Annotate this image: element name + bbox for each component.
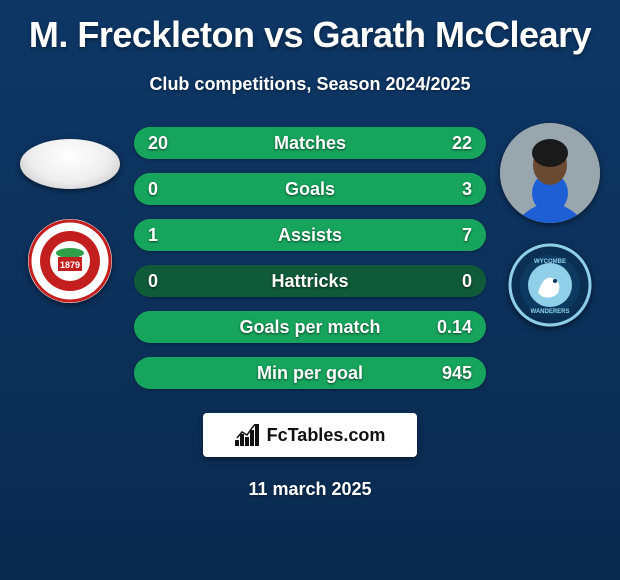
right-side: WYCOMBE WANDERERS xyxy=(498,123,602,327)
left-club-badge: 1879 xyxy=(28,219,112,303)
columns: 1879 20 22 Matches 0 3 Goals 1 7 Assists 0 0 Hattri… xyxy=(0,123,620,389)
stat-label: Hattricks xyxy=(271,265,348,297)
stat-label: Matches xyxy=(274,127,346,159)
stat-row: 20 22 Matches xyxy=(134,127,486,159)
right-club-badge: WYCOMBE WANDERERS xyxy=(508,243,592,327)
page-title: M. Freckleton vs Garath McCleary xyxy=(0,14,620,56)
stat-row: 0 0 Hattricks xyxy=(134,265,486,297)
stat-left-value: 0 xyxy=(148,265,158,297)
stat-left-value: 1 xyxy=(148,219,158,251)
stat-row: 0.14 Goals per match xyxy=(134,311,486,343)
left-player-avatar xyxy=(20,139,120,189)
stat-right-value: 7 xyxy=(462,219,472,251)
svg-text:1879: 1879 xyxy=(60,260,80,270)
content: M. Freckleton vs Garath McCleary Club co… xyxy=(0,14,620,500)
stat-label: Goals per match xyxy=(239,311,380,343)
stat-left-value: 20 xyxy=(148,127,168,159)
date: 11 march 2025 xyxy=(0,479,620,500)
left-side: 1879 xyxy=(18,123,122,303)
stat-row: 0 3 Goals xyxy=(134,173,486,205)
fctables-logo-icon xyxy=(235,424,261,446)
subtitle: Club competitions, Season 2024/2025 xyxy=(0,74,620,95)
stat-row: 945 Min per goal xyxy=(134,357,486,389)
stat-right-value: 3 xyxy=(462,173,472,205)
stat-right-value: 22 xyxy=(452,127,472,159)
branding-text: FcTables.com xyxy=(267,425,386,446)
stat-label: Min per goal xyxy=(257,357,363,389)
svg-text:WYCOMBE: WYCOMBE xyxy=(534,259,566,265)
branding[interactable]: FcTables.com xyxy=(203,413,417,457)
right-player-avatar xyxy=(500,123,600,223)
stat-label: Assists xyxy=(278,219,342,251)
stat-bars: 20 22 Matches 0 3 Goals 1 7 Assists 0 0 Hattricks 0.… xyxy=(134,127,486,389)
stat-right-value: 0.14 xyxy=(437,311,472,343)
stat-right-value: 945 xyxy=(442,357,472,389)
stat-right-value: 0 xyxy=(462,265,472,297)
stat-row: 1 7 Assists xyxy=(134,219,486,251)
comparison-card: M. Freckleton vs Garath McCleary Club co… xyxy=(0,0,620,580)
stat-label: Goals xyxy=(285,173,335,205)
stat-left-value: 0 xyxy=(148,173,158,205)
svg-text:WANDERERS: WANDERERS xyxy=(530,309,569,315)
